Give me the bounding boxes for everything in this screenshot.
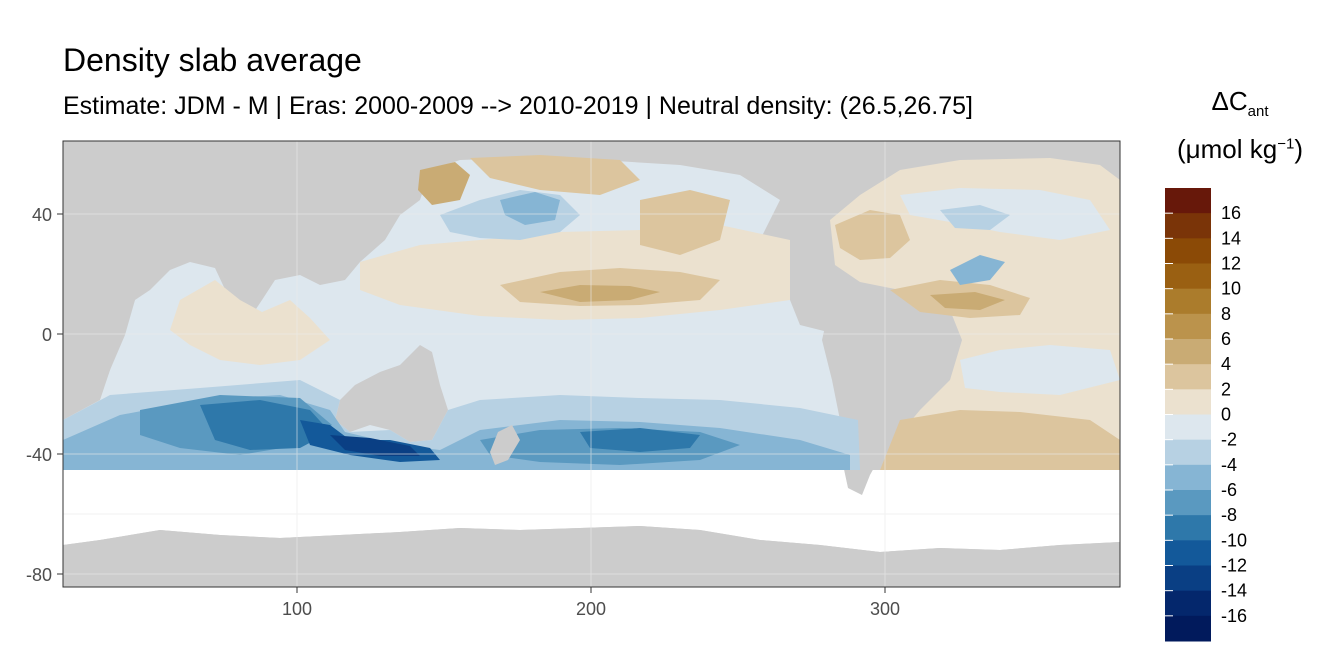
legend-level-label: -6	[1221, 480, 1237, 500]
legend-color-swatch	[1165, 540, 1211, 566]
legend-color-swatch	[1165, 615, 1211, 642]
legend-level-label: 10	[1221, 279, 1241, 299]
legend-level-label: -14	[1221, 581, 1247, 601]
legend-color-swatch	[1165, 439, 1211, 466]
legend-unit: (μmol kg	[1177, 134, 1278, 164]
plot-title: Density slab average	[63, 42, 362, 78]
y-tick-label: -40	[26, 445, 52, 465]
legend-title-symbol: ΔCant	[1160, 86, 1320, 120]
legend-level-label: 16	[1221, 203, 1241, 223]
y-tick-label: 0	[42, 325, 52, 345]
atlantic-cool-north	[940, 205, 1010, 230]
legend-level-label: 12	[1221, 254, 1241, 274]
legend-level-label: 2	[1221, 379, 1231, 399]
legend-level-label: 6	[1221, 329, 1231, 349]
legend-color-swatch	[1165, 339, 1211, 365]
plot-subtitle: Estimate: JDM - M | Eras: 2000-2009 --> …	[63, 92, 973, 120]
legend-level-label: -8	[1221, 505, 1237, 525]
legend-color-swatch	[1165, 288, 1211, 315]
south-pacific-deeper	[580, 428, 700, 452]
legend-color-swatch	[1165, 188, 1211, 214]
atlantic-warm-core	[930, 292, 1005, 310]
atlantic-south-warm	[880, 410, 1120, 470]
legend-unit-superscript: −1	[1277, 135, 1295, 153]
legend-color-swatch	[1165, 389, 1211, 415]
legend-title-unit: (μmol kg−1)	[1160, 134, 1320, 165]
legend-color-swatch	[1165, 464, 1211, 491]
ocean-atlantic-south	[960, 345, 1120, 395]
africa-land	[63, 250, 135, 405]
x-tick-label: 100	[282, 599, 312, 619]
legend-level-label: 8	[1221, 304, 1231, 324]
legend-color-swatch	[1165, 313, 1211, 340]
legend-symbol-subscript: ant	[1247, 103, 1269, 121]
legend-level-label: -2	[1221, 430, 1237, 450]
legend-level-label: 14	[1221, 228, 1241, 248]
pacific-warm-hotspot	[540, 285, 660, 302]
legend-symbol: ΔC	[1211, 86, 1248, 116]
atlantic-warm-west	[835, 210, 910, 260]
pacific-warm-northeast	[640, 190, 730, 255]
legend-level-label: -16	[1221, 606, 1247, 626]
legend-color-swatch	[1165, 565, 1211, 592]
legend-color-swatch	[1165, 213, 1211, 239]
south-australia-max	[330, 435, 420, 456]
kuroshio-warm	[418, 162, 470, 205]
new-zealand-land	[490, 425, 520, 465]
x-axis-labels: 100 200 300	[282, 599, 900, 619]
legend-color-swatch	[1165, 515, 1211, 541]
y-tick-label: 40	[32, 205, 52, 225]
legend-level-label: 4	[1221, 354, 1231, 374]
atlantic-cool-patch	[950, 255, 1005, 285]
y-tick-label: -80	[26, 565, 52, 585]
map-layers	[63, 141, 1120, 587]
australia-land	[335, 345, 448, 442]
legend-color-swatch	[1165, 238, 1211, 264]
legend-colorbar	[1165, 188, 1211, 642]
indian-ocean-north	[170, 280, 330, 365]
x-tick-label: 300	[870, 599, 900, 619]
legend-level-label: -10	[1221, 530, 1247, 550]
north-pacific-tan	[470, 155, 640, 195]
x-axis	[296, 587, 886, 593]
legend-level-label: -4	[1221, 455, 1237, 475]
legend-color-swatch	[1165, 414, 1211, 441]
x-tick-label: 200	[576, 599, 606, 619]
y-axis-labels: 40 0 -40 -80	[26, 205, 52, 585]
y-axis	[57, 213, 63, 575]
legend-color-swatch	[1165, 590, 1211, 617]
legend-color-swatch	[1165, 364, 1211, 390]
legend-level-label: -12	[1221, 556, 1247, 576]
legend-labels: 16 14 12 10 8 6 4 2 0 -2 -4 -6 -8 -10 -12 -14 -16	[1221, 203, 1247, 626]
legend-color-swatch	[1165, 263, 1211, 290]
north-pacific-cooler	[500, 192, 560, 225]
legend-level-label: 0	[1221, 405, 1231, 425]
gridlines	[63, 141, 1120, 587]
legend-unit-close: )	[1294, 134, 1303, 164]
legend-color-swatch	[1165, 490, 1211, 516]
